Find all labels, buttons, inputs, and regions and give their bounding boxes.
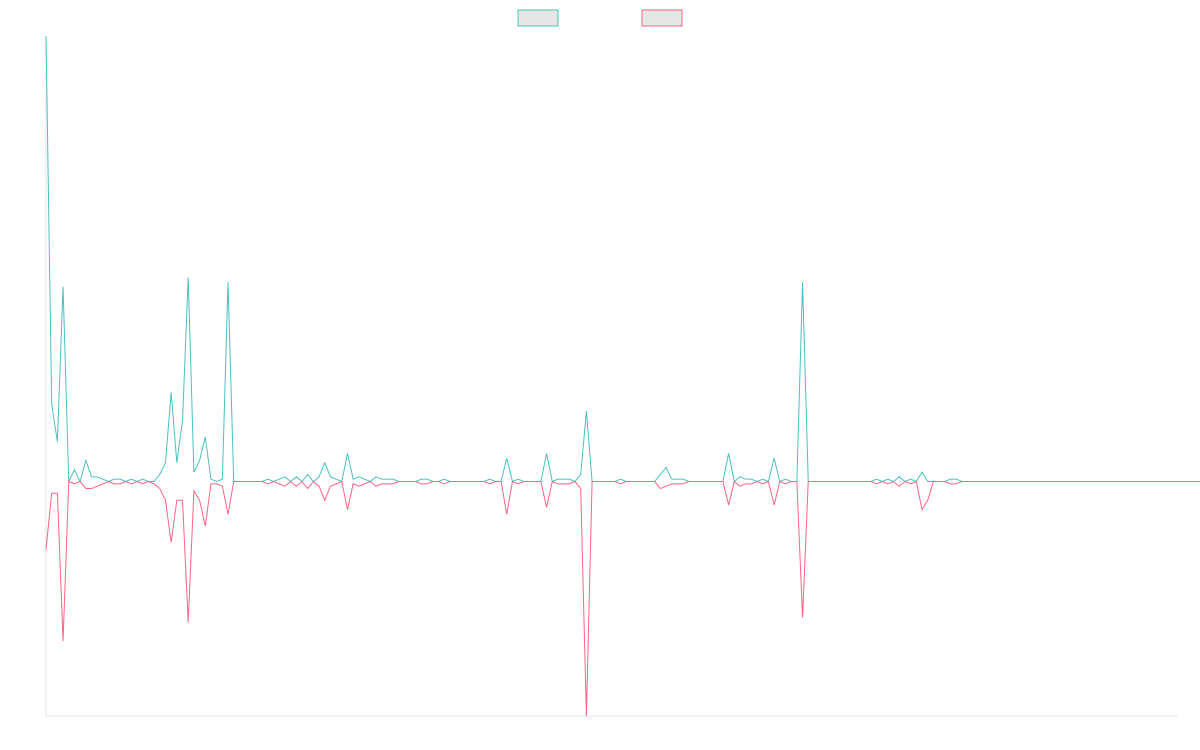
legend-swatch-2[interactable] bbox=[641, 9, 683, 27]
series-layer bbox=[45, 35, 1200, 717]
series-line-1 bbox=[45, 35, 1200, 483]
legend[interactable] bbox=[517, 9, 683, 27]
axes bbox=[45, 36, 1178, 717]
series-line-2 bbox=[45, 480, 1200, 717]
legend-swatch-1[interactable] bbox=[517, 9, 559, 27]
